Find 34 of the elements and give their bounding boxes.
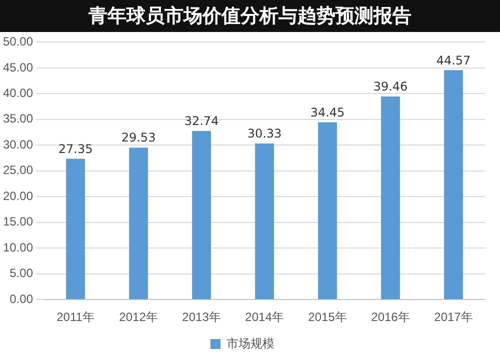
legend-label: 市场规模 <box>226 336 274 350</box>
x-tick-label: 2015年 <box>308 310 347 324</box>
bar <box>381 96 400 300</box>
y-tick-label: 50.00 <box>3 34 34 49</box>
x-tick-label: 2012年 <box>119 310 158 324</box>
chart-title: 青年球员市场价值分析与趋势预测报告 <box>0 0 500 32</box>
data-label: 34.45 <box>310 105 345 120</box>
data-label: 39.46 <box>373 80 408 94</box>
bar <box>255 143 274 300</box>
y-tick-label: 0.00 <box>10 292 34 306</box>
data-label: 29.53 <box>121 130 156 145</box>
bar <box>444 70 463 300</box>
data-label: 30.33 <box>247 126 282 141</box>
x-tick-label: 2016年 <box>371 310 410 324</box>
y-tick-label: 30.00 <box>3 137 34 152</box>
y-tick-label: 45.00 <box>3 60 34 74</box>
bar <box>318 122 337 300</box>
y-tick-label: 35.00 <box>3 112 34 126</box>
y-tick-label: 40.00 <box>3 86 34 100</box>
bar <box>192 131 211 300</box>
data-label: 27.35 <box>58 142 93 156</box>
y-tick-label: 15.00 <box>3 214 34 229</box>
y-tick-label: 5.00 <box>10 266 34 280</box>
x-tick-label: 2017年 <box>434 310 473 324</box>
bar <box>66 158 85 300</box>
x-tick-label: 2014年 <box>245 310 284 324</box>
data-label: 32.74 <box>184 114 219 128</box>
y-tick-label: 20.00 <box>3 188 34 203</box>
y-tick-label: 25.00 <box>3 163 34 178</box>
bar <box>129 148 148 300</box>
x-tick-label: 2013年 <box>182 310 221 324</box>
x-tick-label: 2011年 <box>56 310 94 324</box>
y-tick-label: 10.00 <box>3 240 34 254</box>
data-label: 44.57 <box>436 53 471 68</box>
